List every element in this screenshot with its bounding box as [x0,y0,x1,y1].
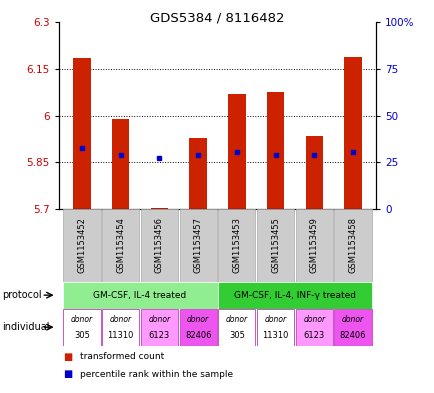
Bar [179,309,216,346]
Bar [112,119,129,209]
Text: ■: ■ [63,352,72,362]
Text: GDS5384 / 8116482: GDS5384 / 8116482 [150,12,284,25]
Text: GSM1153458: GSM1153458 [348,217,357,274]
Text: GSM1153459: GSM1153459 [309,217,318,274]
Bar [179,209,216,282]
Text: GSM1153456: GSM1153456 [155,217,164,274]
Text: GSM1153454: GSM1153454 [116,217,125,274]
Text: GSM1153455: GSM1153455 [270,217,279,274]
Text: 305: 305 [228,331,244,340]
Text: donor: donor [71,315,93,324]
Text: 11310: 11310 [107,331,134,340]
Text: 305: 305 [74,331,90,340]
Bar [141,209,178,282]
Bar [189,138,207,209]
Text: donor: donor [264,315,286,324]
Text: GSM1153457: GSM1153457 [193,217,202,274]
Text: donor: donor [187,315,209,324]
Text: individual: individual [2,322,49,332]
Text: donor: donor [225,315,247,324]
Text: donor: donor [302,315,325,324]
Text: GM-CSF, IL-4, INF-γ treated: GM-CSF, IL-4, INF-γ treated [233,291,355,299]
Bar [217,282,372,309]
Bar [102,209,139,282]
Bar [150,208,168,209]
Text: 6123: 6123 [303,331,324,340]
Bar [334,309,371,346]
Text: donor: donor [341,315,363,324]
Bar [218,309,255,346]
Text: percentile rank within the sample: percentile rank within the sample [80,370,233,378]
Bar [256,209,293,282]
Bar [62,282,217,309]
Bar [102,309,139,346]
Bar [305,136,322,209]
Text: GM-CSF, IL-4 treated: GM-CSF, IL-4 treated [93,291,186,299]
Bar [344,57,361,209]
Text: 11310: 11310 [262,331,288,340]
Text: 6123: 6123 [148,331,170,340]
Bar [295,309,332,346]
Bar [63,309,100,346]
Bar [63,209,100,282]
Bar [227,94,245,209]
Text: GSM1153452: GSM1153452 [77,217,86,274]
Bar [256,309,293,346]
Text: protocol: protocol [2,290,42,300]
Text: GSM1153453: GSM1153453 [232,217,241,274]
Text: 82406: 82406 [339,331,365,340]
Bar [73,58,90,209]
Bar [334,209,371,282]
Bar [218,209,255,282]
Text: donor: donor [148,315,170,324]
Text: donor: donor [109,315,132,324]
Text: ■: ■ [63,369,72,379]
Bar [266,92,284,209]
Bar [141,309,178,346]
Text: 82406: 82406 [184,331,211,340]
Text: transformed count: transformed count [80,353,164,361]
Bar [295,209,332,282]
